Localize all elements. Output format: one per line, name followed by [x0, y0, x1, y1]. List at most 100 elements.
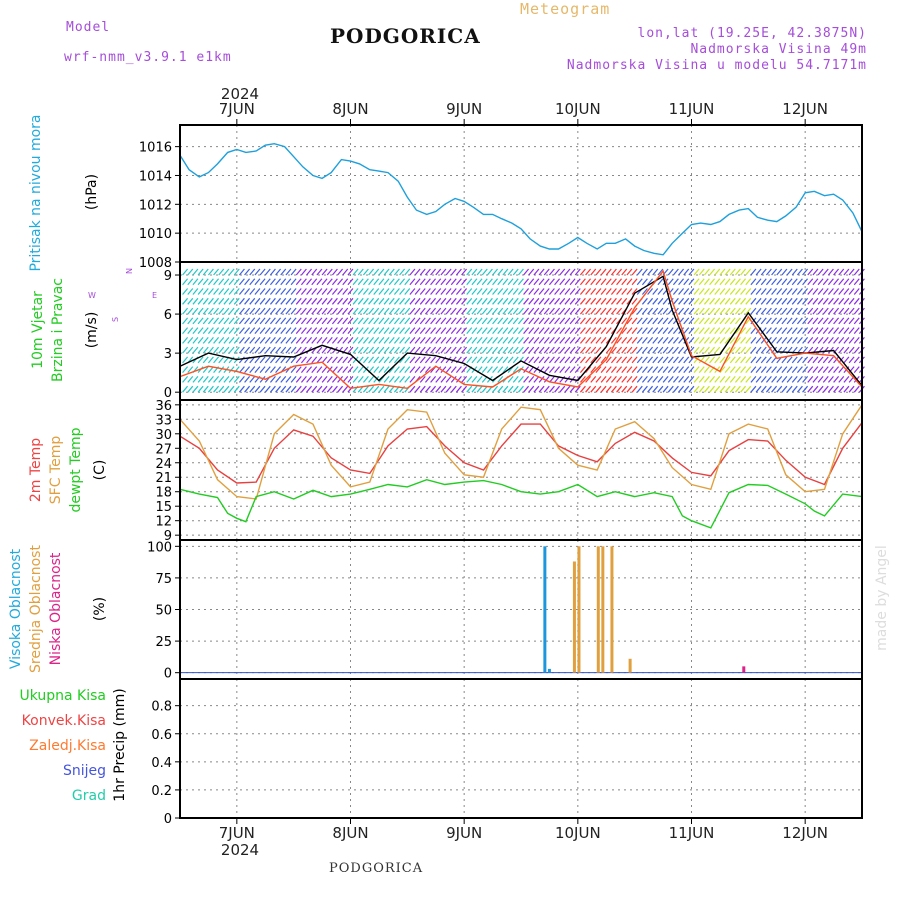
- wind-barb: [228, 346, 235, 354]
- compass-w: W: [88, 291, 96, 300]
- wind-barb: [182, 288, 189, 295]
- wind-barb: [497, 317, 504, 325]
- wind-barb: [610, 346, 617, 354]
- footer-station: PODGORICA: [329, 861, 424, 876]
- wind-barb: [182, 278, 189, 286]
- wind-barb: [368, 346, 375, 354]
- wind-barb: [745, 288, 752, 295]
- wind-barb: [192, 268, 199, 276]
- wind-barb: [827, 268, 834, 276]
- wind-barb: [765, 288, 772, 295]
- wind-barb: [657, 317, 664, 325]
- wind-barb: [569, 346, 576, 354]
- wind-barb: [238, 307, 245, 315]
- wind-barb: [621, 366, 628, 374]
- wind-barb: [755, 288, 762, 295]
- wind-barb: [600, 327, 607, 334]
- wind-barb: [517, 317, 524, 325]
- wind-barb: [719, 307, 726, 315]
- wind-barb: [802, 366, 809, 374]
- wind-barb: [698, 307, 705, 315]
- wind-barb: [326, 356, 333, 364]
- wind-barb: [657, 336, 664, 344]
- wind-barb: [430, 268, 437, 276]
- wind-barb: [755, 297, 762, 305]
- wind-barb: [373, 366, 380, 374]
- wind-barb: [450, 268, 457, 276]
- wind-barb: [600, 366, 607, 374]
- wind-barb: [228, 356, 235, 364]
- wind-barb: [734, 278, 741, 286]
- wind-barb: [585, 288, 592, 295]
- wind-barb: [192, 327, 199, 334]
- wind-barb: [362, 307, 369, 315]
- wind-barb: [528, 346, 535, 354]
- wind-barb: [569, 366, 576, 374]
- wind-barb: [765, 317, 772, 325]
- wind-barb: [213, 346, 220, 354]
- wind-barb: [228, 297, 235, 305]
- wind-barb: [822, 288, 829, 295]
- wind-barb: [683, 278, 690, 286]
- wind-barb: [223, 336, 230, 344]
- wind-barb: [290, 356, 297, 364]
- wind-barb: [579, 356, 586, 364]
- wind-barb: [497, 356, 504, 364]
- wind-barb: [259, 336, 266, 344]
- wind-barb: [290, 307, 297, 315]
- wind-barb: [254, 297, 261, 305]
- wind-barb: [595, 356, 602, 364]
- wind-barb: [698, 385, 705, 393]
- wind-barb: [610, 385, 617, 393]
- wind-barb: [729, 317, 736, 325]
- wind-barb: [662, 356, 669, 364]
- day-label-bottom: 11JUN: [669, 824, 715, 842]
- wind-barb: [435, 288, 442, 295]
- wind-barb: [595, 366, 602, 374]
- wind-barb: [285, 356, 292, 364]
- wind-barb: [347, 278, 354, 286]
- wind-barb: [688, 366, 695, 374]
- wind-barb: [409, 327, 416, 334]
- wind-barb: [192, 288, 199, 295]
- wind-barb: [259, 317, 266, 325]
- wind-barb: [316, 385, 323, 393]
- wind-barb: [285, 376, 292, 383]
- wind-barb: [486, 307, 493, 315]
- wind-barb: [641, 288, 648, 295]
- wind-barb: [709, 385, 716, 393]
- wind-barb: [662, 317, 669, 325]
- wind-barb: [574, 385, 581, 393]
- wind-barb: [300, 346, 307, 354]
- wind-barb: [238, 356, 245, 364]
- wind-barb: [791, 385, 798, 393]
- wind-barb: [497, 327, 504, 334]
- wind-barb: [404, 268, 411, 276]
- wind-barb: [409, 346, 416, 354]
- wind-barb: [734, 297, 741, 305]
- wind-barb: [368, 297, 375, 305]
- wind-barb: [275, 356, 282, 364]
- wind-barb: [641, 376, 648, 383]
- wind-barb: [662, 366, 669, 374]
- wind-barb: [430, 336, 437, 344]
- wind-barb: [393, 297, 400, 305]
- wind-barb: [197, 336, 204, 344]
- wind-barb: [218, 376, 225, 383]
- wind-barb: [450, 346, 457, 354]
- wind-barb: [719, 317, 726, 325]
- wind-barb: [316, 327, 323, 334]
- wind-barb: [290, 297, 297, 305]
- wind-barb: [259, 268, 266, 276]
- wind-barb: [352, 327, 359, 334]
- wind-barb: [202, 307, 209, 315]
- wind-barb: [357, 278, 364, 286]
- wind-barb: [610, 278, 617, 286]
- wind-barb: [843, 317, 850, 325]
- wind-barb: [461, 356, 468, 364]
- wind-barb: [569, 307, 576, 315]
- wind-barb: [409, 366, 416, 374]
- y-tick-label: 100: [147, 540, 172, 555]
- wind-barb: [543, 278, 550, 286]
- wind-barb: [554, 278, 561, 286]
